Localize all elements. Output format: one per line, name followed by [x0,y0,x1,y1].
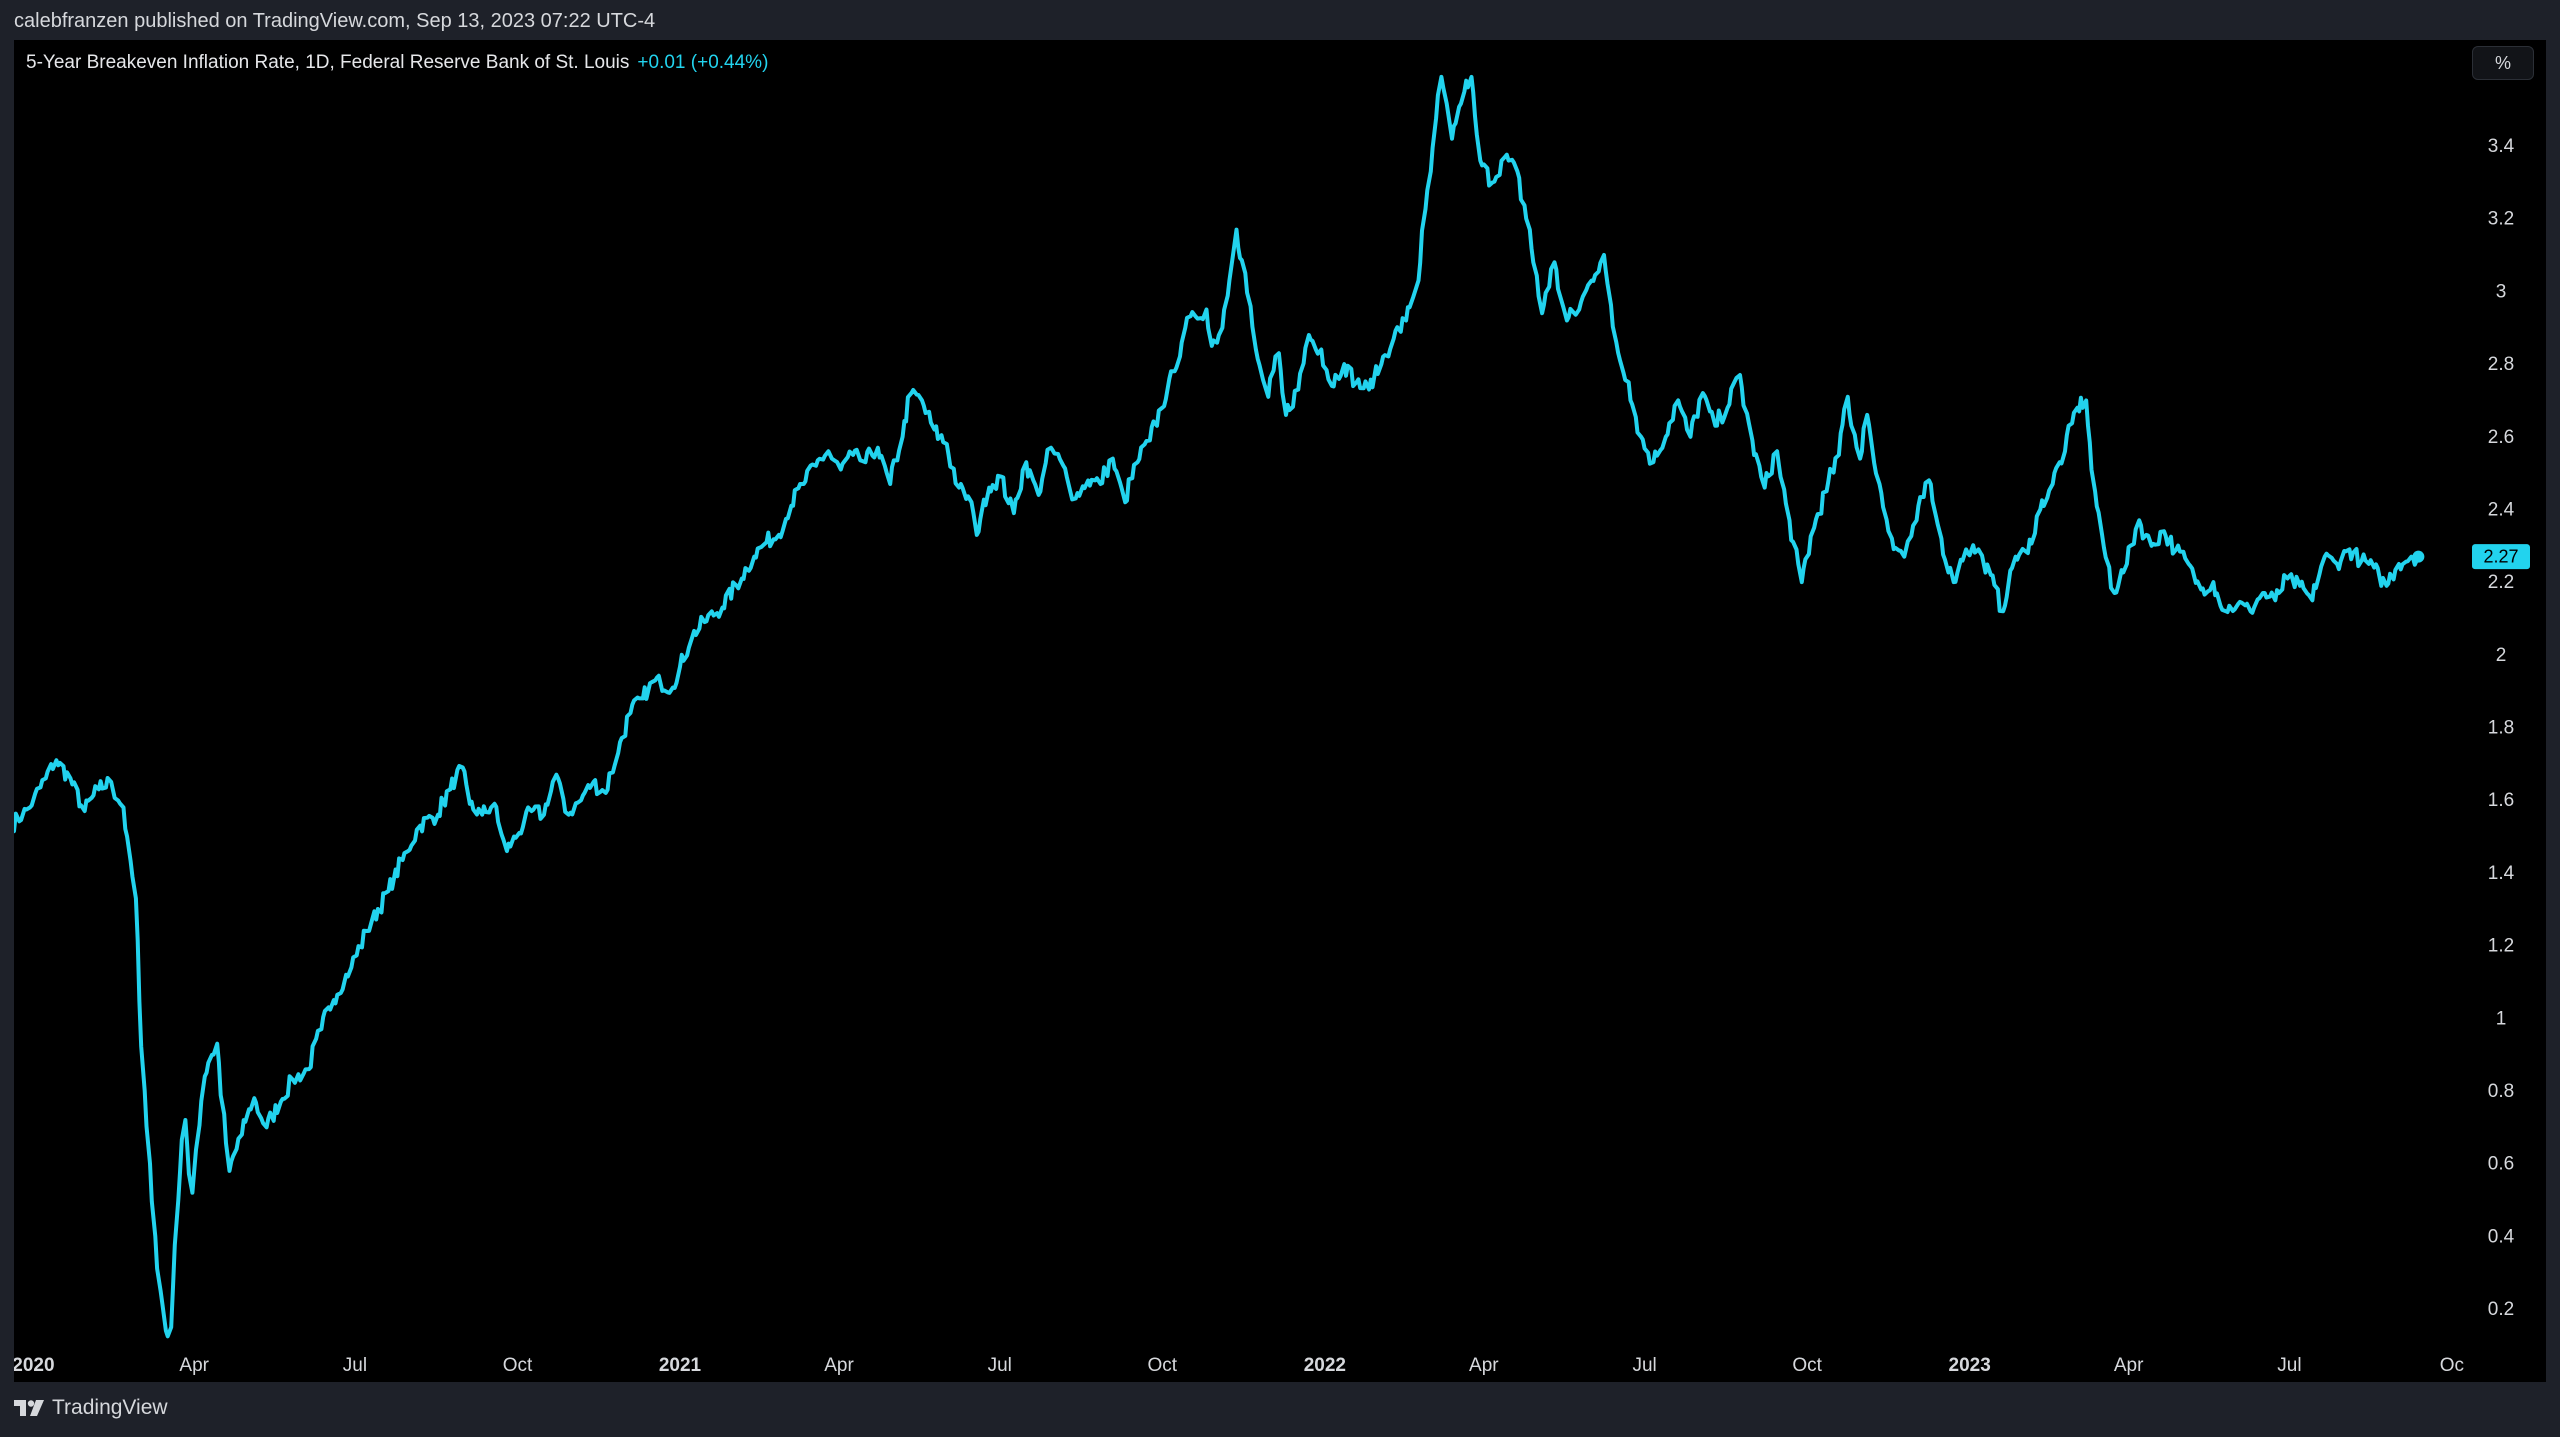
series-line [14,74,2421,1339]
y-tick-label: 2.4 [2488,499,2515,520]
tradingview-logo-icon [14,1400,44,1416]
y-tick-label: 3.2 [2488,209,2514,230]
y-tick-label: 3 [2496,281,2507,302]
x-tick-label: 2022 [1304,1355,1346,1376]
x-tick-label: Oct [1792,1355,1822,1376]
legend-change: +0.01 (+0.44%) [637,52,769,73]
x-tick-label: Apr [179,1355,209,1376]
y-tick-label: 1.6 [2488,790,2514,811]
x-tick-label: Jul [988,1355,1012,1376]
x-tick-label: Oct [1148,1355,1178,1376]
last-value-badge: 2.27 [2472,544,2530,570]
tradingview-logo-text: TradingView [52,1396,168,1419]
y-axis: 3.4 3.2 3 2.8 2.6 2.4 2.2 2 1.8 1.6 1.4 1.2 1 0.8 0.6 0… [2488,136,2515,1320]
chart-legend[interactable]: 5-Year Breakeven Inflation Rate, 1D, Fed… [26,52,768,74]
x-tick-label: 2021 [659,1355,702,1376]
line-chart[interactable]: 3.4 3.2 3 2.8 2.6 2.4 2.2 2 1.8 1.6 1.4 1.2 1 0.8 0.6 0… [14,40,2546,1382]
legend-title: 5-Year Breakeven Inflation Rate, 1D, Fed… [26,52,630,73]
tradingview-logo[interactable]: TradingView [14,1396,168,1420]
publish-attribution: calebfranzen published on TradingView.co… [14,10,656,32]
y-tick-label: 1.8 [2488,718,2514,739]
x-tick-label: Jul [2277,1355,2301,1376]
y-tick-label: 0.8 [2488,1081,2514,1102]
x-tick-label: Apr [824,1355,854,1376]
x-tick-label: Apr [2114,1355,2144,1376]
chart-panel[interactable]: 3.4 3.2 3 2.8 2.6 2.4 2.2 2 1.8 1.6 1.4 1.2 1 0.8 0.6 0… [14,40,2546,1382]
y-tick-label: 2.6 [2488,427,2514,448]
x-tick-label: Jul [1632,1355,1656,1376]
y-tick-label: 0.6 [2488,1154,2514,1175]
x-tick-label: 2020 [14,1355,55,1376]
y-tick-label: 1 [2496,1008,2507,1029]
last-point-marker [2412,550,2425,563]
y-tick-label: 2 [2496,645,2507,666]
x-axis: 2020 Apr Jul Oct 2021 Apr Jul Oct 2022 Apr Jul Oct 2… [14,1355,2464,1376]
unit-toggle-button[interactable]: % [2472,46,2534,80]
last-value-label: 2.27 [2483,547,2518,567]
x-tick-label: Apr [1469,1355,1499,1376]
x-tick-label: 2023 [1949,1355,1991,1376]
x-tick-label: Oc [2440,1355,2464,1376]
y-tick-label: 3.4 [2488,136,2515,157]
y-tick-label: 2.2 [2488,572,2514,593]
y-tick-label: 2.8 [2488,354,2514,375]
y-tick-label: 0.2 [2488,1299,2514,1320]
y-tick-label: 1.2 [2488,936,2514,957]
y-tick-label: 0.4 [2488,1226,2515,1247]
x-tick-label: Jul [343,1355,367,1376]
y-tick-label: 1.4 [2488,863,2515,884]
last-value-badge-bg [2472,544,2530,570]
unit-label: % [2494,52,2511,73]
x-tick-label: Oct [503,1355,533,1376]
